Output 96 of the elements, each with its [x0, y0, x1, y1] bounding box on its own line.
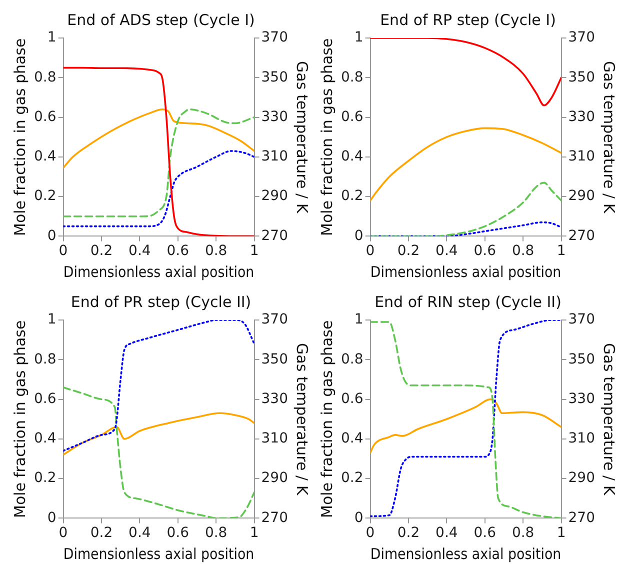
- y2-tick-label: 330: [261, 108, 288, 125]
- y2-tick-label: 270: [568, 510, 596, 526]
- y2-tick-label: 310: [261, 148, 288, 165]
- x-tick-label: 1: [556, 525, 566, 542]
- chart-title: End of ADS step (Cycle I): [67, 10, 255, 29]
- y2-tick-label: 310: [261, 430, 288, 447]
- y2-tick-label: 310: [568, 430, 596, 447]
- y2-axis-title: Gas temperature / K: [600, 61, 618, 214]
- y-tick-label: 1: [354, 312, 364, 328]
- chart-title: End of PR step (Cycle II): [70, 292, 252, 311]
- y2-tick-label: 310: [568, 148, 596, 165]
- line-series: [370, 38, 562, 106]
- line-series: [63, 320, 254, 452]
- y-tick-label: 0.8: [341, 351, 364, 368]
- y2-tick-label: 370: [261, 312, 288, 328]
- y-tick-label: 0: [47, 510, 56, 526]
- x-tick-label: 0.8: [204, 243, 228, 260]
- y-tick-label: 0: [354, 228, 364, 244]
- x-tick-label: 0.8: [512, 525, 534, 542]
- y-tick-label: 1: [47, 30, 56, 46]
- y2-tick-label: 350: [261, 69, 288, 86]
- x-tick-label: 0.2: [90, 525, 113, 542]
- y-tick-label: 0.6: [34, 390, 56, 407]
- y2-tick-label: 270: [261, 228, 288, 244]
- y-tick-label: 0.2: [34, 470, 56, 486]
- line-series: [370, 398, 562, 454]
- x-tick-label: 0: [58, 243, 68, 260]
- line-series: [63, 150, 254, 228]
- y-axis-title: Mole fraction in gas phase: [10, 38, 29, 236]
- y2-tick-label: 350: [568, 351, 596, 368]
- y2-axis-title: Gas temperature / K: [600, 343, 618, 496]
- y2-tick-label: 350: [568, 69, 596, 86]
- line-series: [63, 108, 254, 218]
- y-tick-label: 0.2: [34, 188, 56, 204]
- x-tick-label: 0: [366, 525, 375, 542]
- x-axis-title: Dimensionless axial position: [63, 264, 254, 282]
- y2-tick-label: 370: [568, 30, 596, 46]
- y-tick-label: 0: [354, 510, 364, 526]
- x-tick-label: 0.8: [204, 525, 228, 542]
- y-tick-label: 0: [47, 228, 56, 244]
- y-tick-label: 0.2: [341, 188, 364, 204]
- y-tick-label: 0.6: [341, 108, 364, 125]
- y-tick-label: 0.4: [34, 430, 56, 447]
- x-tick-label: 0: [366, 243, 375, 260]
- y2-axis-title: Gas temperature / K: [293, 61, 312, 214]
- x-axis-title: Dimensionless axial position: [63, 546, 254, 564]
- y2-axis-title: Gas temperature / K: [293, 343, 312, 496]
- line-series: [370, 127, 562, 202]
- chart-title: End of RIN step (Cycle II): [374, 292, 562, 311]
- line-series: [63, 412, 254, 456]
- y2-tick-label: 330: [568, 390, 596, 407]
- x-tick-label: 1: [250, 243, 259, 260]
- line-series: [63, 108, 254, 169]
- x-tick-label: 0.2: [90, 243, 113, 260]
- y-tick-label: 0.6: [341, 390, 364, 407]
- x-tick-label: 0.6: [166, 525, 190, 542]
- x-tick-label: 0.6: [474, 525, 496, 542]
- y2-tick-label: 270: [261, 510, 288, 526]
- x-tick-label: 0.2: [397, 525, 420, 542]
- x-axis-title: Dimensionless axial position: [370, 264, 562, 282]
- y-tick-label: 0.2: [341, 470, 364, 486]
- y2-tick-label: 290: [261, 470, 288, 486]
- x-tick-label: 1: [556, 243, 566, 260]
- y2-tick-label: 330: [261, 390, 288, 407]
- y-axis-title: Mole fraction in gas phase: [10, 320, 29, 518]
- x-tick-label: 0.4: [128, 525, 151, 542]
- y-tick-label: 0.4: [341, 430, 364, 447]
- x-tick-label: 0.6: [166, 243, 190, 260]
- chart-title: End of RP step (Cycle I): [380, 10, 556, 29]
- y-tick-label: 0.8: [34, 69, 56, 86]
- y2-tick-label: 330: [568, 108, 596, 125]
- y-tick-label: 1: [47, 312, 56, 328]
- y2-tick-label: 370: [261, 30, 288, 46]
- y-tick-label: 0.8: [34, 351, 56, 368]
- x-tick-label: 0.6: [474, 243, 496, 260]
- x-tick-label: 0.2: [397, 243, 420, 260]
- y2-tick-label: 290: [568, 470, 596, 486]
- y2-tick-label: 290: [568, 188, 596, 204]
- y-axis-title: Mole fraction in gas phase: [318, 38, 336, 236]
- y-axis-title: Mole fraction in gas phase: [318, 320, 336, 518]
- y2-tick-label: 370: [568, 312, 596, 328]
- y-tick-label: 0.4: [34, 148, 56, 165]
- y2-tick-label: 290: [261, 188, 288, 204]
- x-axis-title: Dimensionless axial position: [370, 546, 562, 564]
- y-tick-label: 0.6: [34, 108, 56, 125]
- y2-tick-label: 350: [261, 351, 288, 368]
- x-tick-label: 0.4: [128, 243, 151, 260]
- x-tick-label: 1: [250, 525, 259, 542]
- x-tick-label: 0.8: [512, 243, 534, 260]
- y-tick-label: 0.8: [341, 69, 364, 86]
- y-tick-label: 1: [354, 30, 364, 46]
- x-tick-label: 0.4: [436, 243, 458, 260]
- y2-tick-label: 270: [568, 228, 596, 244]
- x-tick-label: 0.4: [436, 525, 458, 542]
- x-tick-label: 0: [58, 525, 68, 542]
- y-tick-label: 0.4: [341, 148, 364, 165]
